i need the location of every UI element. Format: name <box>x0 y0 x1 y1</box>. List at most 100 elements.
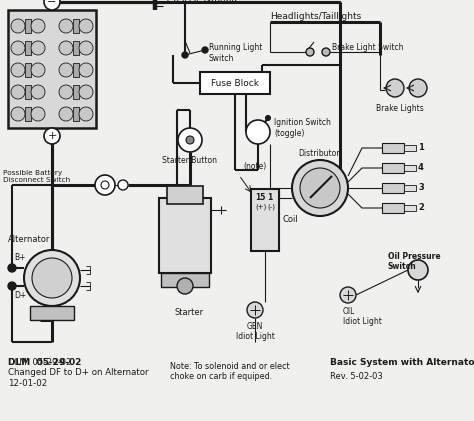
Text: Possible Battery
Disconnect Switch: Possible Battery Disconnect Switch <box>3 170 70 183</box>
Text: Note: To solenoid and or elect
choke on carb if equiped.: Note: To solenoid and or elect choke on … <box>170 362 290 381</box>
Text: Ignition Switch
(toggle): Ignition Switch (toggle) <box>274 118 331 138</box>
Text: 15: 15 <box>255 192 265 202</box>
Circle shape <box>59 63 73 77</box>
Text: Oil Pressure
Switch: Oil Pressure Switch <box>388 252 441 272</box>
Circle shape <box>31 107 45 121</box>
Bar <box>73 19 79 33</box>
Bar <box>8 10 96 128</box>
Circle shape <box>386 79 404 97</box>
Bar <box>382 183 404 193</box>
Circle shape <box>202 47 208 53</box>
Bar <box>159 198 211 273</box>
Circle shape <box>118 180 128 190</box>
Text: 4: 4 <box>418 163 424 173</box>
Circle shape <box>322 48 330 56</box>
Bar <box>25 107 31 121</box>
Text: Brake Light Switch: Brake Light Switch <box>332 43 403 53</box>
Text: (note): (note) <box>243 163 266 171</box>
Circle shape <box>79 85 93 99</box>
Bar <box>404 205 416 211</box>
Text: 2: 2 <box>418 203 424 213</box>
Circle shape <box>44 128 60 144</box>
Text: −: − <box>47 0 57 7</box>
Circle shape <box>306 48 314 56</box>
Circle shape <box>247 302 263 318</box>
Bar <box>404 185 416 191</box>
Text: Rev. 5-02-03: Rev. 5-02-03 <box>330 372 383 381</box>
Circle shape <box>300 168 340 208</box>
Bar <box>382 143 404 153</box>
Text: Distributor: Distributor <box>298 149 339 158</box>
Bar <box>73 107 79 121</box>
Text: 1: 1 <box>418 144 424 152</box>
Circle shape <box>246 120 270 144</box>
Text: Basic System with Alternator: Basic System with Alternator <box>330 358 474 367</box>
Circle shape <box>340 287 356 303</box>
Bar <box>25 19 31 33</box>
Circle shape <box>11 19 25 33</box>
Circle shape <box>79 19 93 33</box>
Text: (+): (+) <box>255 204 266 210</box>
Circle shape <box>32 258 72 298</box>
Circle shape <box>11 41 25 55</box>
Circle shape <box>31 41 45 55</box>
Circle shape <box>31 19 45 33</box>
Text: DLM  05-29-02
Changed DF to D+ on Alternator
12-01-02: DLM 05-29-02 Changed DF to D+ on Alterna… <box>8 358 148 388</box>
Circle shape <box>59 19 73 33</box>
Bar <box>382 163 404 173</box>
Circle shape <box>59 41 73 55</box>
Text: +: + <box>47 131 57 141</box>
Bar <box>73 41 79 55</box>
Bar <box>30 306 74 320</box>
Bar <box>25 41 31 55</box>
Circle shape <box>31 85 45 99</box>
Text: Starter: Starter <box>175 308 204 317</box>
Text: Coil: Coil <box>283 216 299 224</box>
Bar <box>167 186 203 204</box>
Bar <box>73 63 79 77</box>
Text: Fuse Block: Fuse Block <box>211 78 259 88</box>
Text: 1: 1 <box>267 192 272 202</box>
Text: Running Light
Switch: Running Light Switch <box>209 43 263 63</box>
Text: Alternator: Alternator <box>8 235 50 245</box>
Circle shape <box>11 107 25 121</box>
Text: Chassis Ground: Chassis Ground <box>167 0 237 6</box>
Circle shape <box>182 52 188 58</box>
Text: Starter Button: Starter Button <box>163 156 218 165</box>
Text: D+: D+ <box>14 291 26 301</box>
Bar <box>382 203 404 213</box>
Text: Headlights/Taillights: Headlights/Taillights <box>270 12 361 21</box>
Circle shape <box>408 260 428 280</box>
Circle shape <box>31 63 45 77</box>
Circle shape <box>177 278 193 294</box>
Circle shape <box>11 63 25 77</box>
Bar <box>25 63 31 77</box>
Text: Brake Lights: Brake Lights <box>376 104 424 113</box>
Bar <box>404 145 416 151</box>
Text: GEN
Idiot Light: GEN Idiot Light <box>236 322 274 341</box>
Bar <box>73 85 79 99</box>
Circle shape <box>59 107 73 121</box>
Circle shape <box>79 107 93 121</box>
Text: OIL
Idiot Light: OIL Idiot Light <box>343 307 382 326</box>
Text: (-): (-) <box>267 204 275 210</box>
Bar <box>161 273 209 287</box>
Circle shape <box>8 282 16 290</box>
Bar <box>25 85 31 99</box>
Circle shape <box>409 79 427 97</box>
Circle shape <box>292 160 348 216</box>
Circle shape <box>95 175 115 195</box>
Circle shape <box>59 85 73 99</box>
Bar <box>200 72 270 94</box>
Bar <box>404 165 416 171</box>
Circle shape <box>44 0 60 10</box>
Circle shape <box>265 115 271 120</box>
Circle shape <box>178 128 202 152</box>
Text: 3: 3 <box>418 184 424 192</box>
Circle shape <box>79 63 93 77</box>
Text: B+: B+ <box>14 253 26 263</box>
Circle shape <box>11 85 25 99</box>
Circle shape <box>186 136 194 144</box>
Circle shape <box>79 41 93 55</box>
Text: DLM  05-29-02: DLM 05-29-02 <box>8 358 82 367</box>
